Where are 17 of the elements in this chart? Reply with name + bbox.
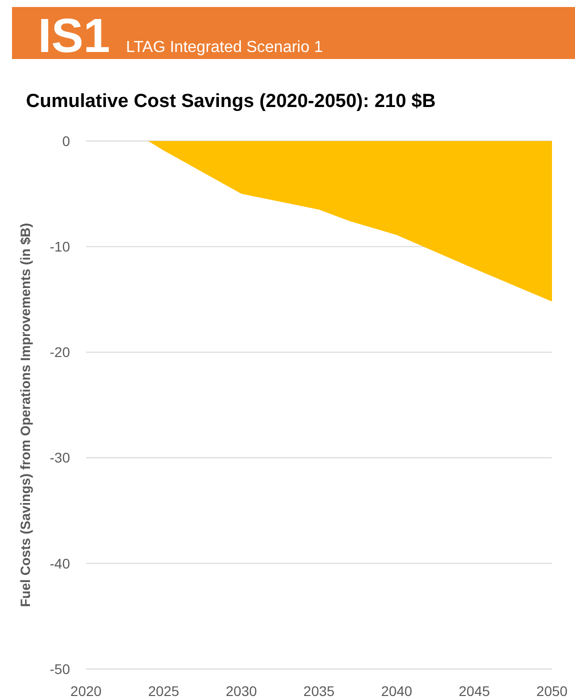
chart-subtitle: LTAG Integrated Scenario 1 <box>126 39 323 56</box>
x-tick-label: 2050 <box>536 683 568 699</box>
text: Cumulative Cost Savings (2020-2050): 210 $B <box>26 91 436 112</box>
x-tick-label: 2035 <box>303 683 335 699</box>
y-tick-label: -20 <box>50 344 70 360</box>
x-tick-label: 2030 <box>226 683 258 699</box>
y-tick-label: -30 <box>50 450 70 466</box>
chart-title: IS1 <box>38 10 110 63</box>
x-tick-label: 2025 <box>148 683 180 699</box>
y-tick-label: -10 <box>50 238 70 254</box>
y-axis-title: Fuel Costs (Savings) from Operations Improvements (in $B) <box>18 222 33 608</box>
y-tick-label: 0 <box>62 132 70 149</box>
x-tick-label: 2045 <box>458 683 490 699</box>
y-tick-label: -40 <box>50 555 70 572</box>
x-tick-label: 2020 <box>70 683 102 699</box>
y-tick-label: -50 <box>50 660 70 677</box>
x-tick-label: 2040 <box>381 683 412 699</box>
